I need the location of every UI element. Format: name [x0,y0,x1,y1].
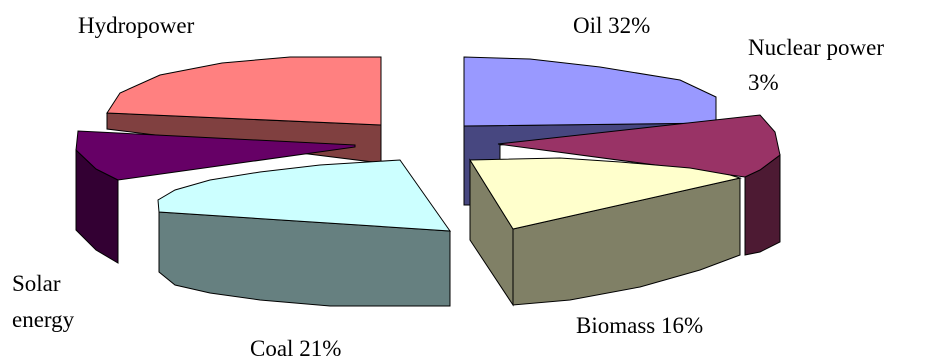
slice-nuclear [497,114,781,256]
slice-oil-top [463,56,717,127]
label-coal: Coal 21% [250,336,341,361]
slice-coal-top [157,159,452,232]
slice-solar [75,130,356,264]
slice-nuclear-top [497,114,781,178]
label-oil: Oil 32% [573,13,650,38]
label-solar-energy: Solar energy [12,271,75,332]
slice-solar-top [75,130,356,181]
slice-biomass-top [469,157,742,230]
slice-biomass-front-side [512,177,741,306]
slice-hydro-top [106,56,382,126]
slice-coal-side [158,211,451,307]
slice-biomass [469,157,742,307]
label-biomass: Biomass 16% [576,313,703,338]
label-nuclear-power: Nuclear power 3% [748,35,890,95]
slice-coal [157,159,452,307]
label-hydropower: Hydropower [78,13,195,38]
